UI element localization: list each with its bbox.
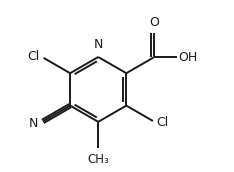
Text: Cl: Cl bbox=[156, 116, 168, 129]
Text: OH: OH bbox=[178, 51, 198, 64]
Text: N: N bbox=[94, 37, 103, 51]
Text: CH₃: CH₃ bbox=[87, 153, 109, 166]
Text: O: O bbox=[149, 16, 159, 29]
Text: N: N bbox=[28, 117, 38, 130]
Text: Cl: Cl bbox=[27, 50, 39, 63]
